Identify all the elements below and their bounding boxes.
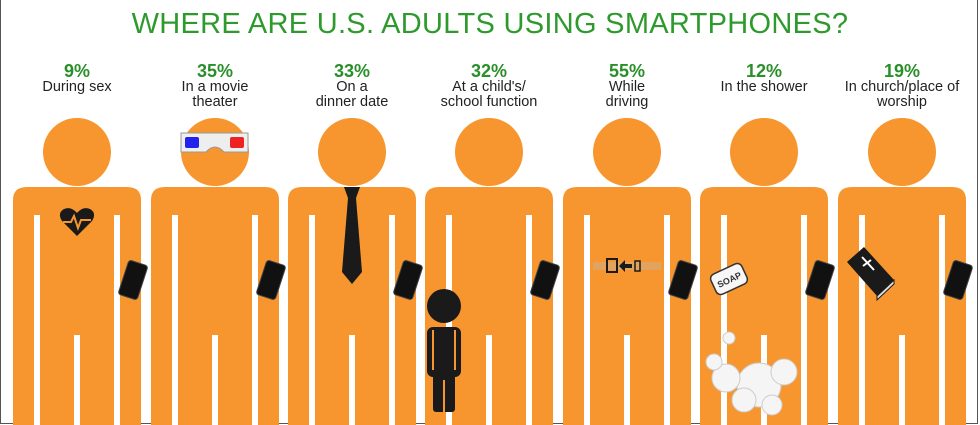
stat-label: On a <box>336 79 368 95</box>
bubble <box>722 331 736 345</box>
person-figure <box>563 118 698 425</box>
person-figure <box>151 118 286 425</box>
arm-gap <box>252 215 258 425</box>
stat-label: In the shower <box>720 79 808 95</box>
bubble <box>761 394 783 416</box>
arm-gap <box>939 215 945 425</box>
body <box>563 187 691 425</box>
bubble <box>711 363 741 393</box>
child-leg-gap <box>443 380 445 412</box>
stat-column: 35% In a movie theater <box>140 62 290 110</box>
pulse-line <box>63 213 91 231</box>
arrow <box>619 260 632 272</box>
stat-label: dinner date <box>315 94 389 110</box>
stat-column: 55% While driving <box>552 62 702 110</box>
bubble <box>731 387 757 413</box>
smartphone-icon <box>118 260 148 300</box>
stat-percent: 9% <box>63 61 90 81</box>
bible-icon <box>847 247 894 296</box>
stat-percent: 19% <box>883 61 921 81</box>
child-arm-gap <box>454 330 456 370</box>
smartphone-icon <box>805 260 835 300</box>
child-arm-gap <box>432 330 434 370</box>
stat-label: theater <box>192 94 238 110</box>
smartphone-icon <box>393 260 423 300</box>
head <box>593 118 661 186</box>
stat-column: 9% During sex <box>2 62 152 95</box>
stat-percent: 32% <box>470 61 508 81</box>
stat-column: 33% On a dinner date <box>277 62 427 110</box>
person-figure <box>13 118 148 425</box>
leg-gap <box>486 335 492 425</box>
stat-column: 12% In the shower <box>689 62 839 95</box>
blue-lens <box>185 137 199 148</box>
body <box>151 187 279 425</box>
head <box>730 118 798 186</box>
cross-icon <box>861 256 875 271</box>
buckle <box>606 258 618 273</box>
stat-label: At a child's/ <box>452 79 526 95</box>
stat-percent: 33% <box>333 61 371 81</box>
bubble <box>770 358 798 386</box>
soap-icon <box>709 262 749 296</box>
leg-gap <box>624 335 630 425</box>
person-figure: SOAP <box>700 118 835 425</box>
head <box>455 118 523 186</box>
arm-gap <box>172 215 178 425</box>
smartphone-icon <box>668 260 698 300</box>
arm-gap <box>801 215 807 425</box>
stat-percent: 55% <box>608 61 646 81</box>
arm-gap <box>721 215 727 425</box>
book-pages <box>876 278 895 302</box>
smartphone-icon <box>943 260 973 300</box>
arm-gap <box>309 215 315 425</box>
person-figure <box>288 118 423 425</box>
head <box>318 118 386 186</box>
leg-gap <box>212 335 218 425</box>
child-head <box>427 289 461 323</box>
stat-label: In a movie <box>181 79 249 95</box>
head <box>43 118 111 186</box>
stat-label: While <box>608 79 646 95</box>
stat-percent: 35% <box>196 61 234 81</box>
stat-column: 19% In church/place of worship <box>827 62 977 110</box>
stat-label: school function <box>440 94 538 110</box>
red-lens <box>230 137 244 148</box>
arm-gap <box>526 215 532 425</box>
leg-gap <box>899 335 905 425</box>
smartphone-icon <box>256 260 286 300</box>
body <box>13 187 141 425</box>
head <box>868 118 936 186</box>
child-body <box>427 327 461 377</box>
smartphone-icon <box>530 260 560 300</box>
arm-gap <box>114 215 120 425</box>
arm-gap <box>859 215 865 425</box>
leg-gap <box>74 335 80 425</box>
latch <box>634 260 641 272</box>
arm-gap <box>34 215 40 425</box>
stat-label: worship <box>877 94 927 110</box>
stat-label: During sex <box>42 79 112 95</box>
arm-gap <box>389 215 395 425</box>
leg-gap <box>349 335 355 425</box>
stat-column: 32% At a child's/school function <box>414 62 564 110</box>
body <box>288 187 416 425</box>
body <box>838 187 966 425</box>
stat-label: driving <box>605 94 649 110</box>
necktie-icon <box>342 187 362 284</box>
arm-gap <box>584 215 590 425</box>
person-figure <box>425 118 560 425</box>
stat-percent: 12% <box>745 61 783 81</box>
stat-label: In church/place of <box>844 79 960 95</box>
infographic-title: WHERE ARE U.S. ADULTS USING SMARTPHONES? <box>131 8 849 40</box>
bubble <box>705 353 723 371</box>
arm-gap <box>664 215 670 425</box>
person-figure <box>838 118 973 425</box>
